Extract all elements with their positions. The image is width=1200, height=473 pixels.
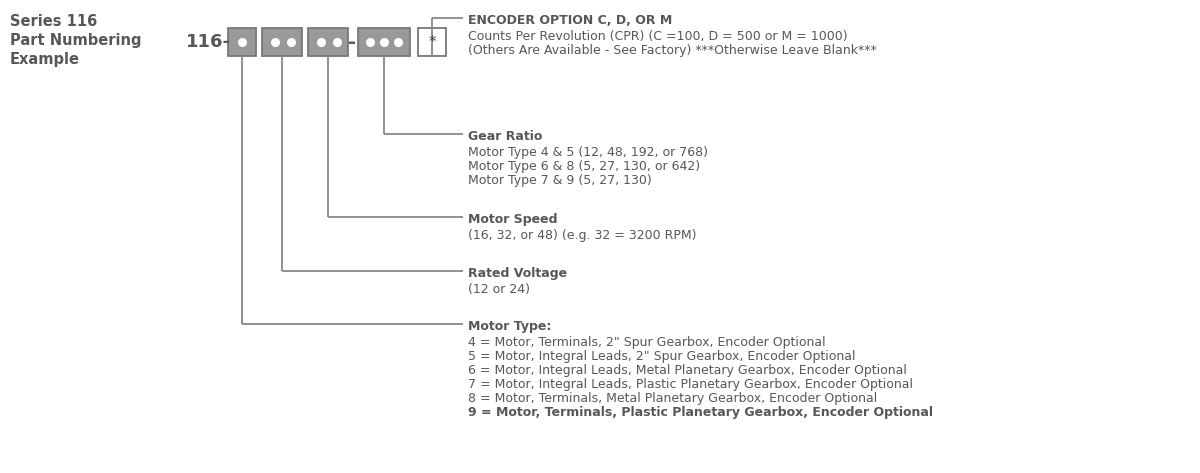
Text: 8 = Motor, Terminals, Metal Planetary Gearbox, Encoder Optional: 8 = Motor, Terminals, Metal Planetary Ge… [468, 392, 877, 405]
Text: Example: Example [10, 52, 80, 67]
Text: -: - [348, 33, 356, 52]
Text: 5 = Motor, Integral Leads, 2" Spur Gearbox, Encoder Optional: 5 = Motor, Integral Leads, 2" Spur Gearb… [468, 350, 856, 363]
Bar [358, 28, 410, 56]
Text: 4 = Motor, Terminals, 2" Spur Gearbox, Encoder Optional: 4 = Motor, Terminals, 2" Spur Gearbox, E… [468, 336, 826, 349]
Text: Motor Type 7 & 9 (5, 27, 130): Motor Type 7 & 9 (5, 27, 130) [468, 174, 652, 187]
Bar [308, 28, 348, 56]
Text: Series 116: Series 116 [10, 14, 97, 29]
Text: (16, 32, or 48) (e.g. 32 = 3200 RPM): (16, 32, or 48) (e.g. 32 = 3200 RPM) [468, 229, 696, 242]
Text: 6 = Motor, Integral Leads, Metal Planetary Gearbox, Encoder Optional: 6 = Motor, Integral Leads, Metal Planeta… [468, 364, 907, 377]
Text: Motor Type 4 & 5 (12, 48, 192, or 768): Motor Type 4 & 5 (12, 48, 192, or 768) [468, 146, 708, 159]
Text: (Others Are Available - See Factory) ***Otherwise Leave Blank***: (Others Are Available - See Factory) ***… [468, 44, 877, 57]
Text: 9 = Motor, Terminals, Plastic Planetary Gearbox, Encoder Optional: 9 = Motor, Terminals, Plastic Planetary … [468, 406, 934, 419]
Text: Motor Type 6 & 8 (5, 27, 130, or 642): Motor Type 6 & 8 (5, 27, 130, or 642) [468, 160, 700, 173]
Text: 7 = Motor, Integral Leads, Plastic Planetary Gearbox, Encoder Optional: 7 = Motor, Integral Leads, Plastic Plane… [468, 378, 913, 391]
Text: (12 or 24): (12 or 24) [468, 283, 530, 296]
Bar [262, 28, 302, 56]
Text: Part Numbering: Part Numbering [10, 33, 142, 48]
Text: ENCODER OPTION C, D, OR M: ENCODER OPTION C, D, OR M [468, 14, 672, 27]
Text: Gear Ratio: Gear Ratio [468, 130, 542, 143]
Bar [228, 28, 256, 56]
Text: Motor Speed: Motor Speed [468, 213, 558, 226]
Text: Rated Voltage: Rated Voltage [468, 267, 568, 280]
Text: 116-: 116- [186, 33, 230, 51]
Text: Counts Per Revolution (CPR) (C =100, D = 500 or M = 1000): Counts Per Revolution (CPR) (C =100, D =… [468, 30, 847, 43]
Text: *: * [428, 35, 436, 50]
Bar [418, 28, 446, 56]
Text: Motor Type:: Motor Type: [468, 320, 551, 333]
